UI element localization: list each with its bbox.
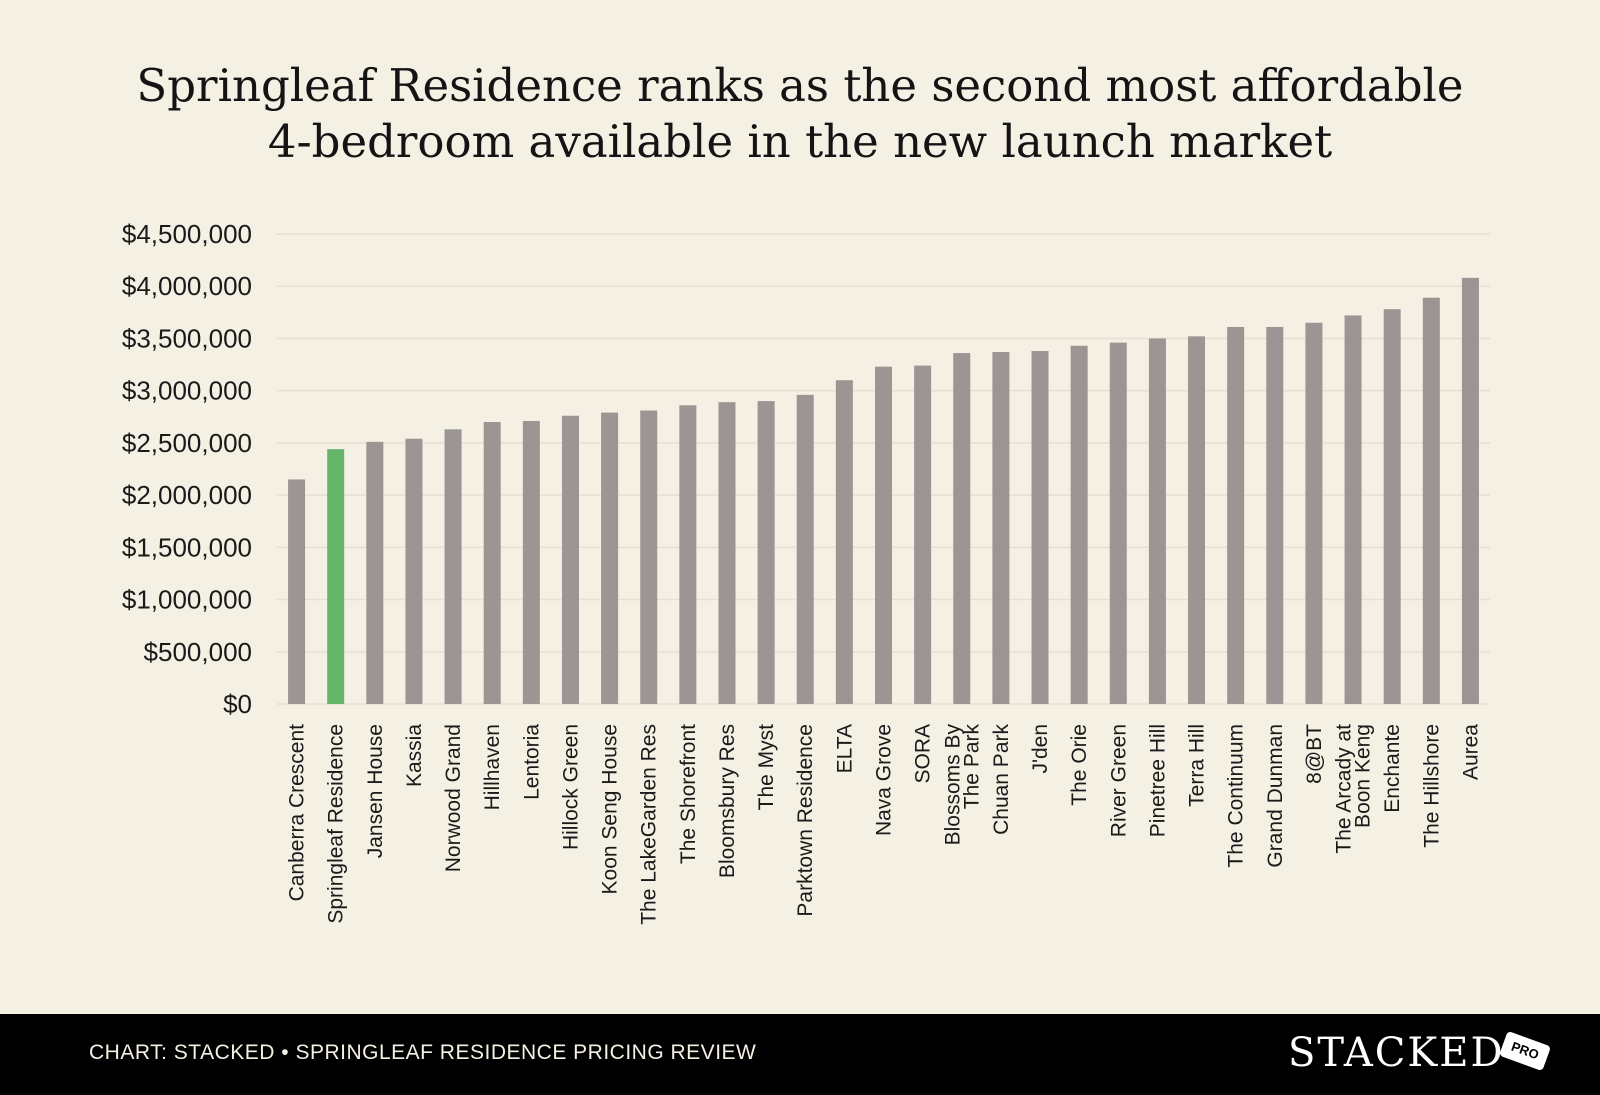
x-tick-label: Canberra Crescent (286, 724, 309, 902)
x-tick-label: Terra Hill (1186, 724, 1209, 807)
x-tick-label: Hillhaven (481, 724, 504, 810)
bar (1266, 326, 1284, 704)
y-tick-label: $2,500,000 (122, 428, 252, 458)
y-tick-label: $500,000 (144, 637, 252, 667)
bar (718, 402, 736, 704)
x-tick-label: Blossoms ByThe Park (941, 724, 983, 846)
x-tick-label: The LakeGarden Res (638, 724, 661, 925)
x-tick-label: Enchante (1381, 724, 1404, 813)
bar (1383, 309, 1401, 704)
x-tick-label: Nava Grove (873, 724, 896, 836)
bar (1461, 277, 1479, 704)
x-tick-label: Bloomsbury Res (716, 724, 739, 878)
x-tick-label: Parktown Residence (794, 724, 817, 917)
bars (288, 277, 1479, 704)
logo-wordmark: STACKED (1288, 1030, 1505, 1076)
x-axis-labels: Canberra Crescent Springleaf Residence Jan… (286, 724, 1483, 925)
y-tick-label: $3,000,000 (122, 376, 252, 406)
bar (1109, 342, 1127, 704)
x-tick-label: Lentoria (520, 724, 543, 800)
x-tick-label: Jansen House (364, 724, 387, 858)
x-tick-label: Hillock Green (559, 724, 582, 850)
y-tick-label: $4,500,000 (122, 219, 252, 249)
x-tick-label: The Myst (755, 724, 778, 811)
x-tick-label: SORA (912, 724, 935, 784)
bar (953, 353, 971, 704)
chart-title-line-1: Springleaf Residence ranks as the second… (136, 59, 1464, 112)
chart-title-line-2: 4-bedroom available in the new launch ma… (267, 115, 1333, 168)
stacked-pro-logo: STACKED PRO (1288, 1026, 1558, 1086)
x-tick-label: J'den (1029, 724, 1052, 774)
bar (796, 394, 814, 704)
x-tick-label: River Green (1107, 724, 1130, 837)
bar (875, 366, 892, 704)
x-tick-label: Norwood Grand (442, 724, 465, 872)
bar (483, 422, 501, 704)
bar (561, 415, 579, 704)
bar-chart: $4,500,000 $4,000,000 $3,500,000 $3,000,000… (122, 219, 1490, 925)
bar (405, 438, 423, 704)
bar (1031, 350, 1049, 704)
bar (601, 412, 619, 704)
bar (679, 405, 697, 704)
x-tick-label: 8@BT (1303, 724, 1326, 784)
x-tick-label: Pinetree Hill (1146, 724, 1169, 837)
pro-badge-icon: PRO (1498, 1030, 1552, 1072)
x-tick-label: Chuan Park (990, 724, 1013, 835)
x-tick-label: The Arcady atBoon Keng (1333, 724, 1375, 854)
bar (992, 352, 1010, 704)
y-tick-label: $2,000,000 (122, 480, 252, 510)
bar (444, 429, 462, 704)
x-tick-label: Aurea (1459, 724, 1482, 780)
x-tick-label: Springleaf Residence (325, 724, 348, 924)
bar (914, 365, 932, 704)
bar (327, 449, 345, 704)
x-tick-label: Kassia (403, 724, 426, 787)
x-tick-label: The Hillshore (1420, 724, 1443, 848)
bar (288, 479, 306, 704)
bar (366, 441, 384, 704)
x-tick-label: ELTA (833, 724, 856, 773)
y-tick-label: $3,500,000 (122, 323, 252, 353)
chart-source: CHART: STACKED • SPRINGLEAF RESIDENCE PR… (89, 1041, 757, 1064)
x-tick-label: Koon Seng House (599, 724, 622, 894)
chart-title: Springleaf Residence ranks as the second… (0, 58, 1600, 170)
bar (1344, 315, 1362, 704)
bar (1148, 338, 1166, 704)
bar (1070, 345, 1088, 704)
x-tick-label: The Orie (1068, 724, 1091, 806)
bar (757, 401, 775, 704)
y-axis-ticks: $4,500,000 $4,000,000 $3,500,000 $3,000,000… (122, 219, 252, 719)
y-tick-label: $4,000,000 (122, 271, 252, 301)
bar (835, 380, 853, 704)
bar (1422, 297, 1440, 704)
x-tick-label: Grand Dunman (1264, 724, 1287, 868)
y-tick-label: $1,000,000 (122, 585, 252, 615)
bar (640, 410, 658, 704)
x-tick-label: The Continuum (1225, 724, 1248, 868)
footer-bar: CHART: STACKED • SPRINGLEAF RESIDENCE PR… (0, 1014, 1600, 1095)
bar (1227, 326, 1245, 704)
y-tick-label: $0 (223, 689, 252, 719)
bar (522, 420, 540, 704)
bar (1305, 322, 1323, 704)
bar (1188, 336, 1206, 704)
x-tick-label: The Shorefront (677, 724, 700, 864)
y-tick-label: $1,500,000 (122, 532, 252, 562)
